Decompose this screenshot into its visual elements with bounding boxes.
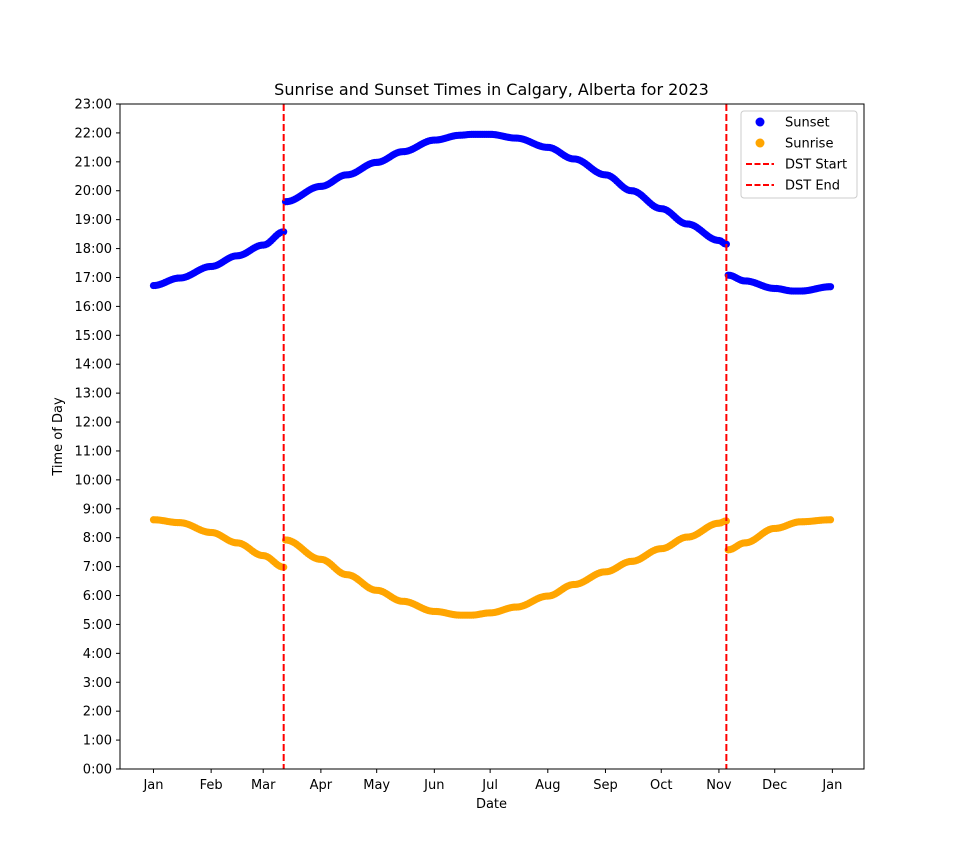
series-layer (149, 104, 835, 769)
y-tick-label: 18:00 (75, 242, 112, 257)
y-tick-label: 14:00 (75, 358, 112, 373)
plot-area: Jan Feb Mar Apr May Jun Jul Aug Sep Oct Nov Dec Jan … (75, 98, 865, 793)
y-tick-label: 12:00 (75, 416, 112, 431)
x-axis-label: Date (476, 797, 507, 812)
y-tick-label: 21:00 (75, 155, 112, 170)
x-tick-label: Jan (821, 778, 842, 793)
legend-item: Sunset (755, 116, 830, 131)
series-sunrise (149, 516, 835, 619)
x-tick-label: Jul (481, 778, 498, 793)
y-tick-label: 5:00 (83, 618, 112, 633)
y-tick-label: 23:00 (75, 98, 112, 113)
y-tick-label: 3:00 (83, 676, 112, 691)
data-point (280, 228, 288, 236)
y-tick-label: 6:00 (83, 589, 112, 604)
legend-label: Sunset (785, 116, 830, 131)
x-tick-label: Apr (310, 778, 333, 793)
legend-label: DST End (785, 179, 840, 194)
legend-label: Sunrise (785, 137, 833, 152)
y-tick-label: 8:00 (83, 531, 112, 546)
legend-marker (755, 138, 765, 148)
y-tick-label: 19:00 (75, 213, 112, 228)
chart-title: Sunrise and Sunset Times in Calgary, Alb… (274, 80, 709, 99)
x-tick-label: May (363, 778, 390, 793)
y-axis: 0:00 1:00 2:00 3:00 4:00 5:00 6:00 7:00 8:00 9:00… (75, 98, 120, 778)
legend-frame (740, 110, 858, 199)
x-axis: Jan Feb Mar Apr May Jun Jul Aug Sep Oct Nov Dec Jan (142, 769, 842, 793)
legend-item: DST End (746, 179, 840, 194)
y-tick-label: 9:00 (83, 502, 112, 517)
axes-frame (119, 103, 865, 770)
y-tick-label: 13:00 (75, 387, 112, 402)
y-tick-label: 0:00 (83, 763, 112, 778)
legend: Sunset Sunrise DST Start DST End (740, 110, 858, 199)
x-tick-label: Sep (593, 778, 618, 793)
y-tick-label: 2:00 (83, 705, 112, 720)
y-tick-label: 20:00 (75, 184, 112, 199)
legend-item: DST Start (746, 158, 847, 173)
data-point (826, 283, 835, 291)
y-tick-label: 16:00 (75, 300, 112, 315)
x-tick-label: Mar (251, 778, 276, 793)
legend-label: DST Start (785, 158, 847, 173)
y-tick-label: 11:00 (75, 444, 112, 459)
legend-item: Sunrise (755, 137, 833, 152)
data-point (826, 516, 835, 524)
x-tick-label: Jun (423, 778, 444, 793)
y-tick-label: 22:00 (75, 126, 112, 141)
x-tick-label: Feb (200, 778, 223, 793)
y-axis-label: Time of Day (51, 397, 66, 477)
legend-items: Sunset Sunrise DST Start DST End (746, 116, 847, 194)
y-tick-label: 7:00 (83, 560, 112, 575)
y-tick-label: 10:00 (75, 473, 112, 488)
series-sunset (149, 130, 835, 295)
x-tick-label: Jan (142, 778, 163, 793)
y-tick-label: 1:00 (83, 734, 112, 749)
x-tick-label: Oct (650, 778, 672, 793)
y-tick-label: 17:00 (75, 271, 112, 286)
y-tick-label: 15:00 (75, 329, 112, 344)
x-tick-label: Aug (535, 778, 560, 793)
x-tick-label: Nov (706, 778, 732, 793)
legend-marker (755, 117, 765, 127)
y-tick-label: 4:00 (83, 647, 112, 662)
x-tick-label: Dec (762, 778, 787, 793)
